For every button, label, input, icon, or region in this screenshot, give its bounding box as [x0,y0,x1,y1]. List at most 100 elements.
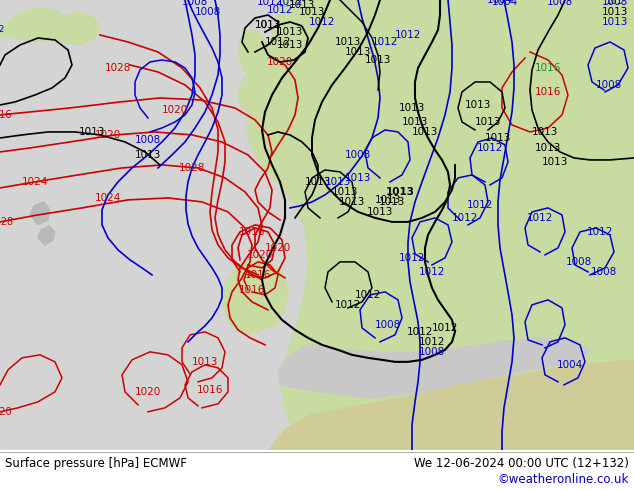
Text: 1013: 1013 [277,40,303,50]
Polygon shape [238,72,268,112]
Text: 1008: 1008 [566,257,592,267]
Text: 1012: 1012 [257,0,283,7]
Text: -1028: -1028 [0,217,14,227]
Text: 1013: 1013 [367,207,393,217]
Text: 1008: 1008 [419,347,445,357]
Text: 1028: 1028 [179,163,205,173]
Text: 1020: 1020 [247,250,273,260]
Polygon shape [52,12,100,45]
Text: 1012: 1012 [395,30,421,40]
Text: 1012: 1012 [309,17,335,27]
Text: 1013: 1013 [332,187,358,197]
Text: 1016: 1016 [0,110,12,120]
Text: 1012: 1012 [452,213,478,223]
Text: 1013: 1013 [345,47,371,57]
Text: 1016: 1016 [239,285,265,295]
Text: 1013: 1013 [475,117,501,127]
Text: 1028: 1028 [105,63,131,73]
Text: 1008: 1008 [602,0,628,7]
Text: 1012: 1012 [335,300,361,310]
Polygon shape [238,30,272,82]
Text: ©weatheronline.co.uk: ©weatheronline.co.uk [498,473,629,487]
Polygon shape [0,8,70,42]
Text: 1013: 1013 [465,100,491,110]
Text: 1004: 1004 [487,0,513,5]
Text: 1024: 1024 [22,177,48,187]
Text: 1013: 1013 [255,20,281,30]
Text: 1024: 1024 [95,193,121,203]
Text: 1008: 1008 [135,135,161,145]
Text: 1013: 1013 [289,0,315,10]
Text: 1013: 1013 [535,143,561,153]
Text: 1012: 1012 [265,37,291,47]
Text: 1013: 1013 [305,177,331,187]
Text: 1013: 1013 [365,55,391,65]
Text: 1020: 1020 [135,387,161,397]
Text: 1013: 1013 [325,177,351,187]
Text: We 12-06-2024 00:00 UTC (12+132): We 12-06-2024 00:00 UTC (12+132) [414,457,629,470]
Text: 1013: 1013 [542,157,568,167]
Text: 1013: 1013 [385,187,415,197]
Text: 1012: 1012 [355,290,381,300]
Text: 101: 101 [606,0,624,6]
Text: 1012: 1012 [432,323,458,333]
Text: 1016: 1016 [245,270,271,280]
Text: 1013: 1013 [485,133,511,143]
Polygon shape [248,0,634,450]
Text: 1013: 1013 [375,195,401,205]
Text: 1004: 1004 [492,0,518,7]
Text: 1013: 1013 [602,17,628,27]
Text: 1008: 1008 [195,7,221,17]
Text: 1012: 1012 [527,213,553,223]
Polygon shape [365,0,460,110]
Polygon shape [30,202,50,225]
Text: 1013: 1013 [192,357,218,367]
Text: 1012: 1012 [477,143,503,153]
Text: 1008: 1008 [591,267,617,277]
Text: 12: 12 [0,25,6,34]
Text: 1020: 1020 [0,407,12,417]
Text: 1008: 1008 [547,0,573,7]
Text: 1013: 1013 [602,7,628,17]
Text: 1012: 1012 [277,0,303,7]
Text: 1013: 1013 [345,173,371,183]
Text: 1013: 1013 [402,117,428,127]
Text: 1013: 1013 [277,27,303,37]
Polygon shape [223,260,288,335]
Text: 1013: 1013 [335,37,361,47]
Text: 1013: 1013 [255,20,281,30]
Text: 1012: 1012 [587,227,613,237]
Text: 1020: 1020 [162,105,188,115]
Text: 1008: 1008 [182,0,208,7]
Text: 1016: 1016 [535,87,561,97]
Text: 1020: 1020 [95,130,121,140]
Text: 1012: 1012 [267,5,293,15]
Text: 1013: 1013 [412,127,438,137]
Text: 1008: 1008 [596,80,622,90]
Text: 1020: 1020 [267,57,293,67]
Text: 1013: 1013 [299,7,325,17]
Text: 1008: 1008 [375,320,401,330]
Text: 1008: 1008 [345,150,371,160]
Text: 1013: 1013 [135,150,161,160]
Text: 1013: 1013 [79,127,105,137]
Text: 1013: 1013 [378,197,405,207]
Text: 1013: 1013 [339,197,365,207]
Text: 1012: 1012 [399,253,425,263]
Text: 1016: 1016 [535,63,561,73]
Text: 1012: 1012 [419,337,445,347]
Polygon shape [38,226,55,245]
Text: 1016: 1016 [239,227,265,237]
Text: Surface pressure [hPa] ECMWF: Surface pressure [hPa] ECMWF [5,457,187,470]
Polygon shape [278,338,590,398]
Text: 1013: 1013 [399,103,425,113]
Text: 1013: 1013 [532,127,558,137]
Text: 1012: 1012 [419,267,445,277]
Text: 1012: 1012 [407,327,433,337]
Text: 1016: 1016 [197,385,223,395]
Text: 1004: 1004 [557,360,583,370]
Text: 1020: 1020 [265,243,291,253]
Polygon shape [270,360,634,450]
Text: 1012: 1012 [372,37,398,47]
Text: 1012: 1012 [467,200,493,210]
